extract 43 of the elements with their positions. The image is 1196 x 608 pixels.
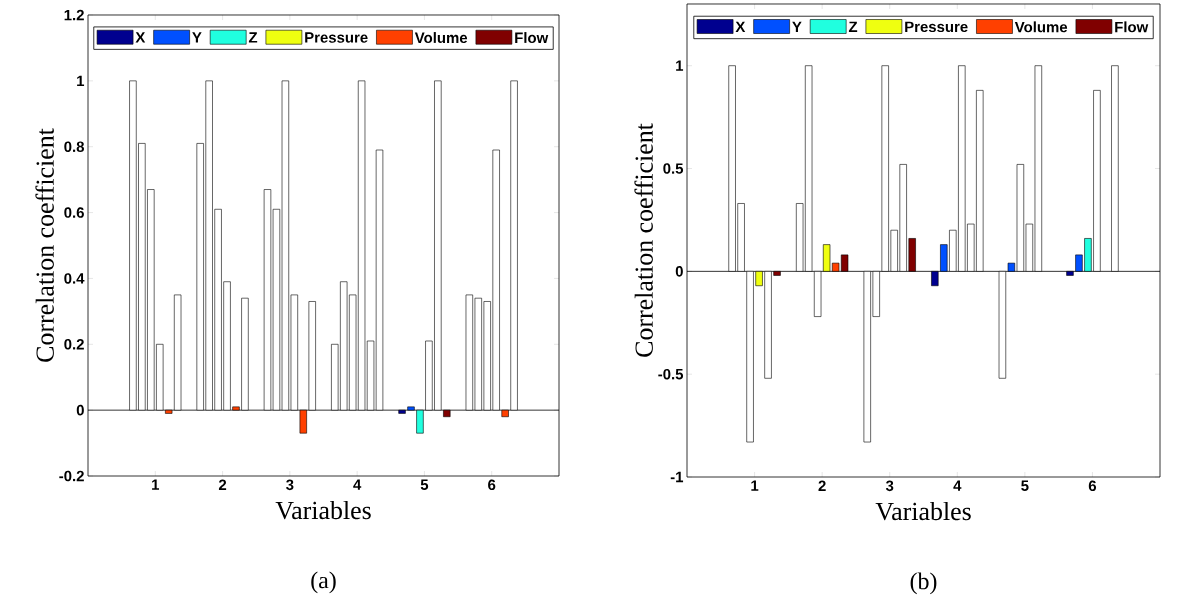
y-tick-label: 0.4: [64, 273, 85, 284]
x-tick-label: 6: [1088, 480, 1097, 492]
legend-label: Pressure: [305, 32, 368, 43]
y-tick-label: 0.5: [663, 163, 684, 174]
x-axis-title: Variables: [275, 500, 371, 520]
legend-label: Flow: [515, 32, 549, 44]
text: (a): [311, 571, 336, 594]
legend-label: Flow: [1115, 21, 1149, 33]
y-axis-title: Correlation coefficient: [35, 128, 54, 362]
y-tick-label: 0.2: [64, 338, 84, 350]
y-tick-label: -0.5: [658, 368, 684, 380]
legend-label: Z: [848, 21, 858, 32]
x-tick-label: 5: [1021, 480, 1029, 491]
legend-label: Volume: [414, 32, 468, 44]
legend-label: X: [735, 21, 746, 32]
x-tick-label: 6: [488, 479, 496, 491]
x-tick-label: 2: [218, 479, 227, 490]
x-tick-label: 2: [818, 480, 826, 491]
legend-label: Y: [192, 32, 202, 43]
legend-label: Pressure: [905, 21, 968, 33]
x-tick-label: 4: [353, 479, 362, 490]
y-tick-label: 0: [76, 404, 84, 416]
legend-label: Volume: [1014, 21, 1068, 33]
y-axis-title: Correlation coefficient: [634, 123, 653, 357]
y-tick-label: 1: [77, 75, 85, 86]
y-tick-label: 0: [675, 266, 683, 277]
y-tick-label: -1: [670, 471, 684, 483]
legend-label: Z: [248, 32, 258, 43]
legend-label: X: [135, 32, 146, 43]
y-tick-label: 1.2: [64, 9, 84, 21]
x-tick-label: 3: [885, 480, 894, 492]
x-axis-title: Variables: [875, 501, 971, 521]
y-tick-label: 0.6: [64, 207, 84, 218]
y-tick-label: -0.2: [59, 470, 84, 482]
text: (b): [910, 572, 937, 595]
y-tick-label: 0.8: [64, 141, 85, 152]
x-tick-label: 5: [420, 479, 429, 490]
y-tick-label: 1: [676, 60, 684, 71]
x-tick-label: 3: [286, 479, 294, 491]
x-tick-label: 4: [953, 480, 962, 491]
x-tick-label: 1: [751, 480, 759, 491]
x-tick-label: 1: [152, 479, 160, 490]
legend-label: Y: [792, 21, 802, 32]
